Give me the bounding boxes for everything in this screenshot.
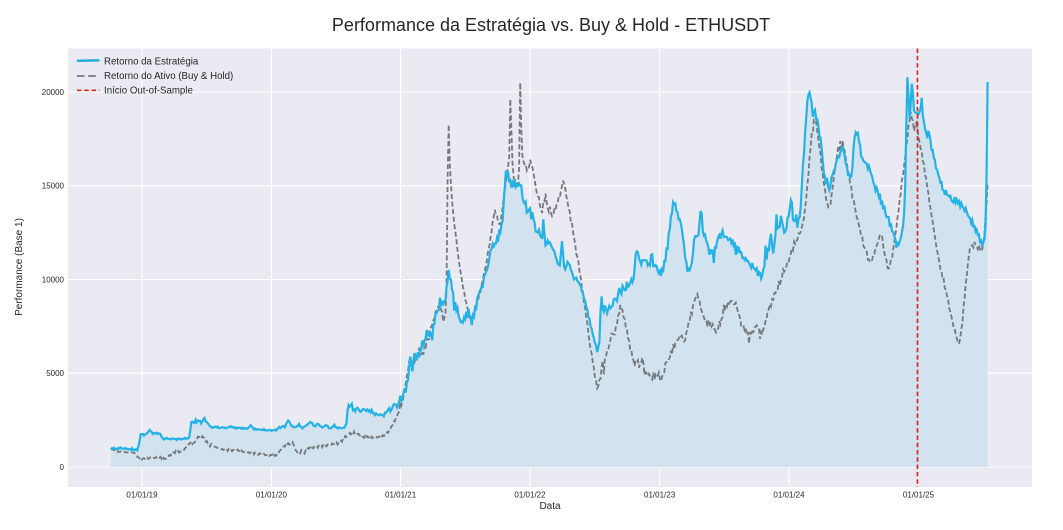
svg-text:5000: 5000 [46,369,64,378]
svg-text:01/01/20: 01/01/20 [256,491,288,500]
svg-text:20000: 20000 [42,88,65,97]
svg-text:Retorno da Estratégia: Retorno da Estratégia [104,56,199,67]
svg-text:01/01/25: 01/01/25 [903,491,935,500]
svg-text:Performance (Base 1): Performance (Base 1) [14,218,25,316]
svg-text:Performance da Estratégia vs.: Performance da Estratégia vs. Buy & Hold… [332,15,770,35]
svg-text:Início Out-of-Sample: Início Out-of-Sample [104,86,193,97]
svg-text:01/01/21: 01/01/21 [385,491,417,500]
svg-text:10000: 10000 [42,275,65,284]
svg-text:Retorno do Ativo (Buy & Hold): Retorno do Ativo (Buy & Hold) [104,71,233,82]
svg-text:15000: 15000 [42,182,65,191]
svg-text:01/01/24: 01/01/24 [773,491,805,500]
svg-text:01/01/23: 01/01/23 [644,491,676,500]
svg-text:01/01/22: 01/01/22 [514,491,546,500]
svg-text:Data: Data [539,501,561,512]
svg-text:0: 0 [60,463,65,472]
svg-text:01/01/19: 01/01/19 [126,491,158,500]
